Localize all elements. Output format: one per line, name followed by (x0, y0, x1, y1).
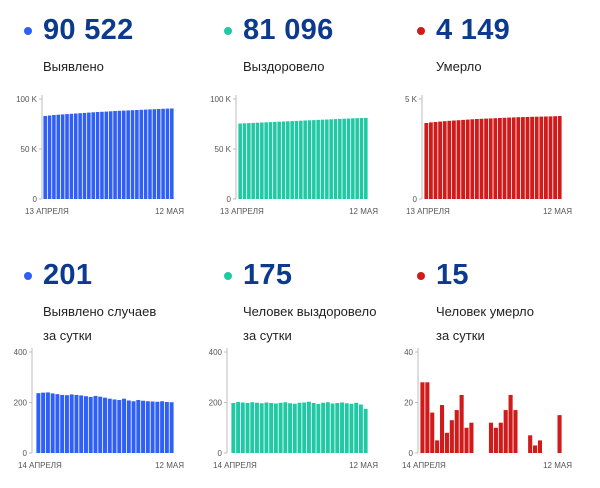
stat-value: 15 (436, 259, 469, 291)
stat-label-line2: за сутки (43, 328, 92, 343)
stat-label: Человек умерло (436, 304, 534, 319)
stat-label: Выздоровело (243, 59, 325, 74)
stat-label: Умерло (436, 59, 482, 74)
series-dot-icon (24, 272, 32, 280)
stat-card: 175 Человек выздоровело за сутки (200, 245, 390, 465)
series-dot-icon (224, 27, 232, 35)
stat-value: 201 (43, 259, 93, 291)
stat-card: 90 522 Выявлено (0, 0, 190, 220)
stat-card: 201 Выявлено случаев за сутки (0, 245, 190, 465)
stat-label-line2: за сутки (243, 328, 292, 343)
stat-value: 81 096 (243, 14, 334, 46)
series-dot-icon (417, 27, 425, 35)
stat-card: 81 096 Выздоровело (200, 0, 390, 220)
stat-label: Человек выздоровело (243, 304, 377, 319)
stat-value: 90 522 (43, 14, 134, 46)
stat-label: Выявлено (43, 59, 104, 74)
series-dot-icon (224, 272, 232, 280)
stat-value: 175 (243, 259, 293, 291)
stat-label: Выявлено случаев (43, 304, 157, 319)
stat-card: 4 149 Умерло (393, 0, 583, 220)
stat-card: 15 Человек умерло за сутки (393, 245, 583, 465)
series-dot-icon (417, 272, 425, 280)
series-dot-icon (24, 27, 32, 35)
stat-value: 4 149 (436, 14, 511, 46)
stat-label-line2: за сутки (436, 328, 485, 343)
